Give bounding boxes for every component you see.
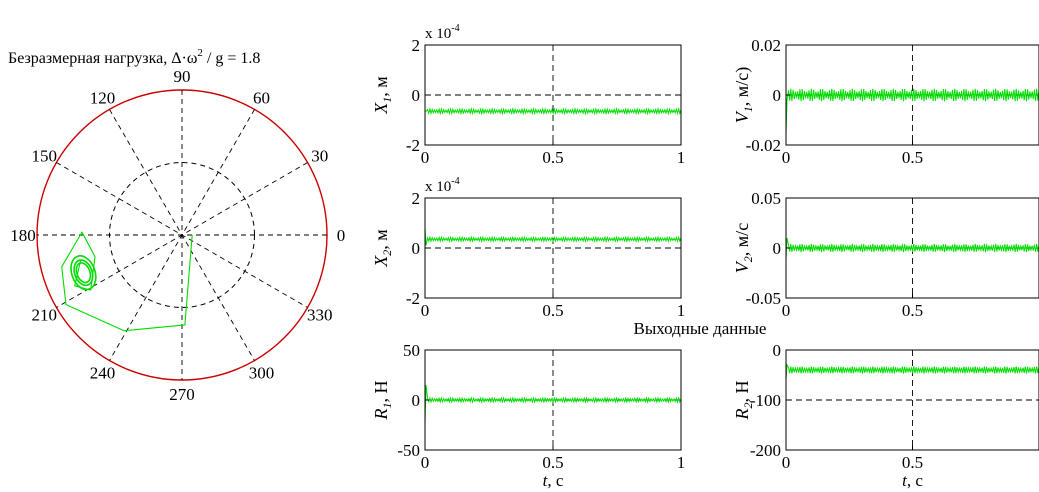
y-tick-label: -100: [750, 391, 781, 410]
x-tick-label: 0.5: [902, 301, 923, 320]
y-tick-label: 50: [403, 341, 420, 360]
polar-angle-label: 300: [249, 364, 275, 383]
axes-panel-6: 0 0.5 0 -100 -200 R2, Н t, с: [732, 341, 1039, 490]
y-tick-label: -2: [406, 289, 420, 308]
polar-angle-label: 150: [32, 147, 58, 166]
y-tick-label: -200: [750, 441, 781, 460]
polar-trajectory-loop: [70, 255, 97, 291]
signal-line: [785, 363, 1039, 381]
x-tick-label: 0: [421, 148, 430, 167]
x-tick-label: 0: [782, 301, 791, 320]
signal-line: [785, 88, 1039, 136]
polar-angle-label: 180: [10, 226, 36, 245]
polar-plot: Безразмерная нагрузка, Δ·ω2 / g = 1.8 0 30…: [8, 47, 345, 404]
y-tick-label: 0: [773, 341, 782, 360]
x-tick-label: 1: [677, 301, 686, 320]
x-tick-label: 0.5: [542, 453, 563, 472]
y-tick-label: -50: [397, 441, 420, 460]
x-tick-label: 1: [677, 453, 686, 472]
polar-trajectory-loop: [73, 259, 94, 287]
x-tick-label: 0: [421, 453, 430, 472]
polar-angle-label: 210: [32, 306, 58, 325]
x-tick-label: 0: [782, 148, 791, 167]
polar-angle-label: 120: [90, 88, 116, 107]
y-tick-label: -0.05: [746, 289, 781, 308]
y-tick-label: 0: [773, 86, 782, 105]
y-multiplier: x 10-4: [425, 23, 460, 42]
polar-spoke: [56, 162, 308, 308]
x-tick-label: 0.5: [902, 453, 923, 472]
y-axis-label: V2, м/с: [732, 223, 755, 273]
polar-angle-label: 30: [311, 147, 328, 166]
y-tick-label: 0.05: [751, 189, 781, 208]
x-tick-label: 0: [421, 301, 430, 320]
y-axis-label: R2, Н: [732, 381, 755, 421]
y-tick-label: 2: [412, 189, 421, 208]
x-axis-label: t, с: [902, 471, 923, 490]
polar-angle-label: 0: [337, 226, 346, 245]
x-tick-label: 0: [782, 453, 791, 472]
y-axis-label: X1, м: [371, 76, 394, 114]
x-tick-label: 0.5: [542, 148, 563, 167]
y-tick-label: 0: [412, 391, 421, 410]
signal-line: [785, 237, 1039, 261]
x-axis-label: t, с: [543, 471, 564, 490]
polar-angle-label: 270: [169, 385, 195, 404]
polar-trajectory-loop: [75, 262, 92, 284]
y-tick-label: 0.02: [751, 36, 781, 55]
y-axis-label: X2, м: [371, 229, 394, 267]
y-tick-label: 0: [773, 239, 782, 258]
signal-line: [424, 384, 682, 426]
polar-angle-label: 240: [90, 364, 116, 383]
x-tick-label: 1: [677, 148, 686, 167]
polar-angle-label: 60: [253, 88, 270, 107]
y-tick-label: 0: [412, 239, 421, 258]
x-tick-label: 0.5: [902, 148, 923, 167]
polar-angle-label: 330: [307, 306, 333, 325]
polar-title: Безразмерная нагрузка, Δ·ω2 / g = 1.8: [8, 47, 260, 67]
signal-line: [424, 227, 682, 246]
y-tick-label: -0.02: [746, 136, 781, 155]
signal-line: [425, 107, 682, 116]
polar-angle-label: 90: [174, 67, 191, 86]
y-axis-label: V1, м/с): [732, 67, 755, 123]
y-multiplier: x 10-4: [425, 176, 460, 195]
group-title: Выходные данные: [634, 319, 767, 338]
axes-panel-3: 0 0.5 120-2x 10-4X2, м: [371, 176, 685, 320]
y-tick-label: -2: [406, 136, 420, 155]
x-tick-label: 0.5: [542, 301, 563, 320]
y-axis-label: R1, Н: [371, 381, 394, 421]
y-tick-label: 0: [412, 86, 421, 105]
y-tick-label: 2: [412, 36, 421, 55]
axes-panel-1: 0 0.5 120-2x 10-4X1, м: [371, 23, 685, 167]
